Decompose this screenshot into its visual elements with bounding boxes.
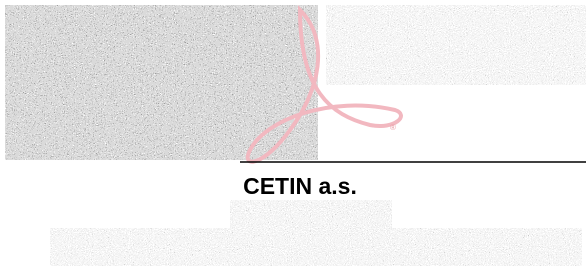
noise-image (5, 5, 318, 160)
noise-image (230, 200, 392, 228)
scanned-page: ® CETIN a.s. (0, 0, 586, 275)
page: ® CETIN a.s. (() => { const data = JSON.… (0, 0, 586, 275)
logo-mark: ® (390, 123, 396, 132)
noise-image (326, 5, 586, 85)
company-heading: CETIN a.s. (243, 173, 357, 199)
noise-image (50, 228, 582, 266)
